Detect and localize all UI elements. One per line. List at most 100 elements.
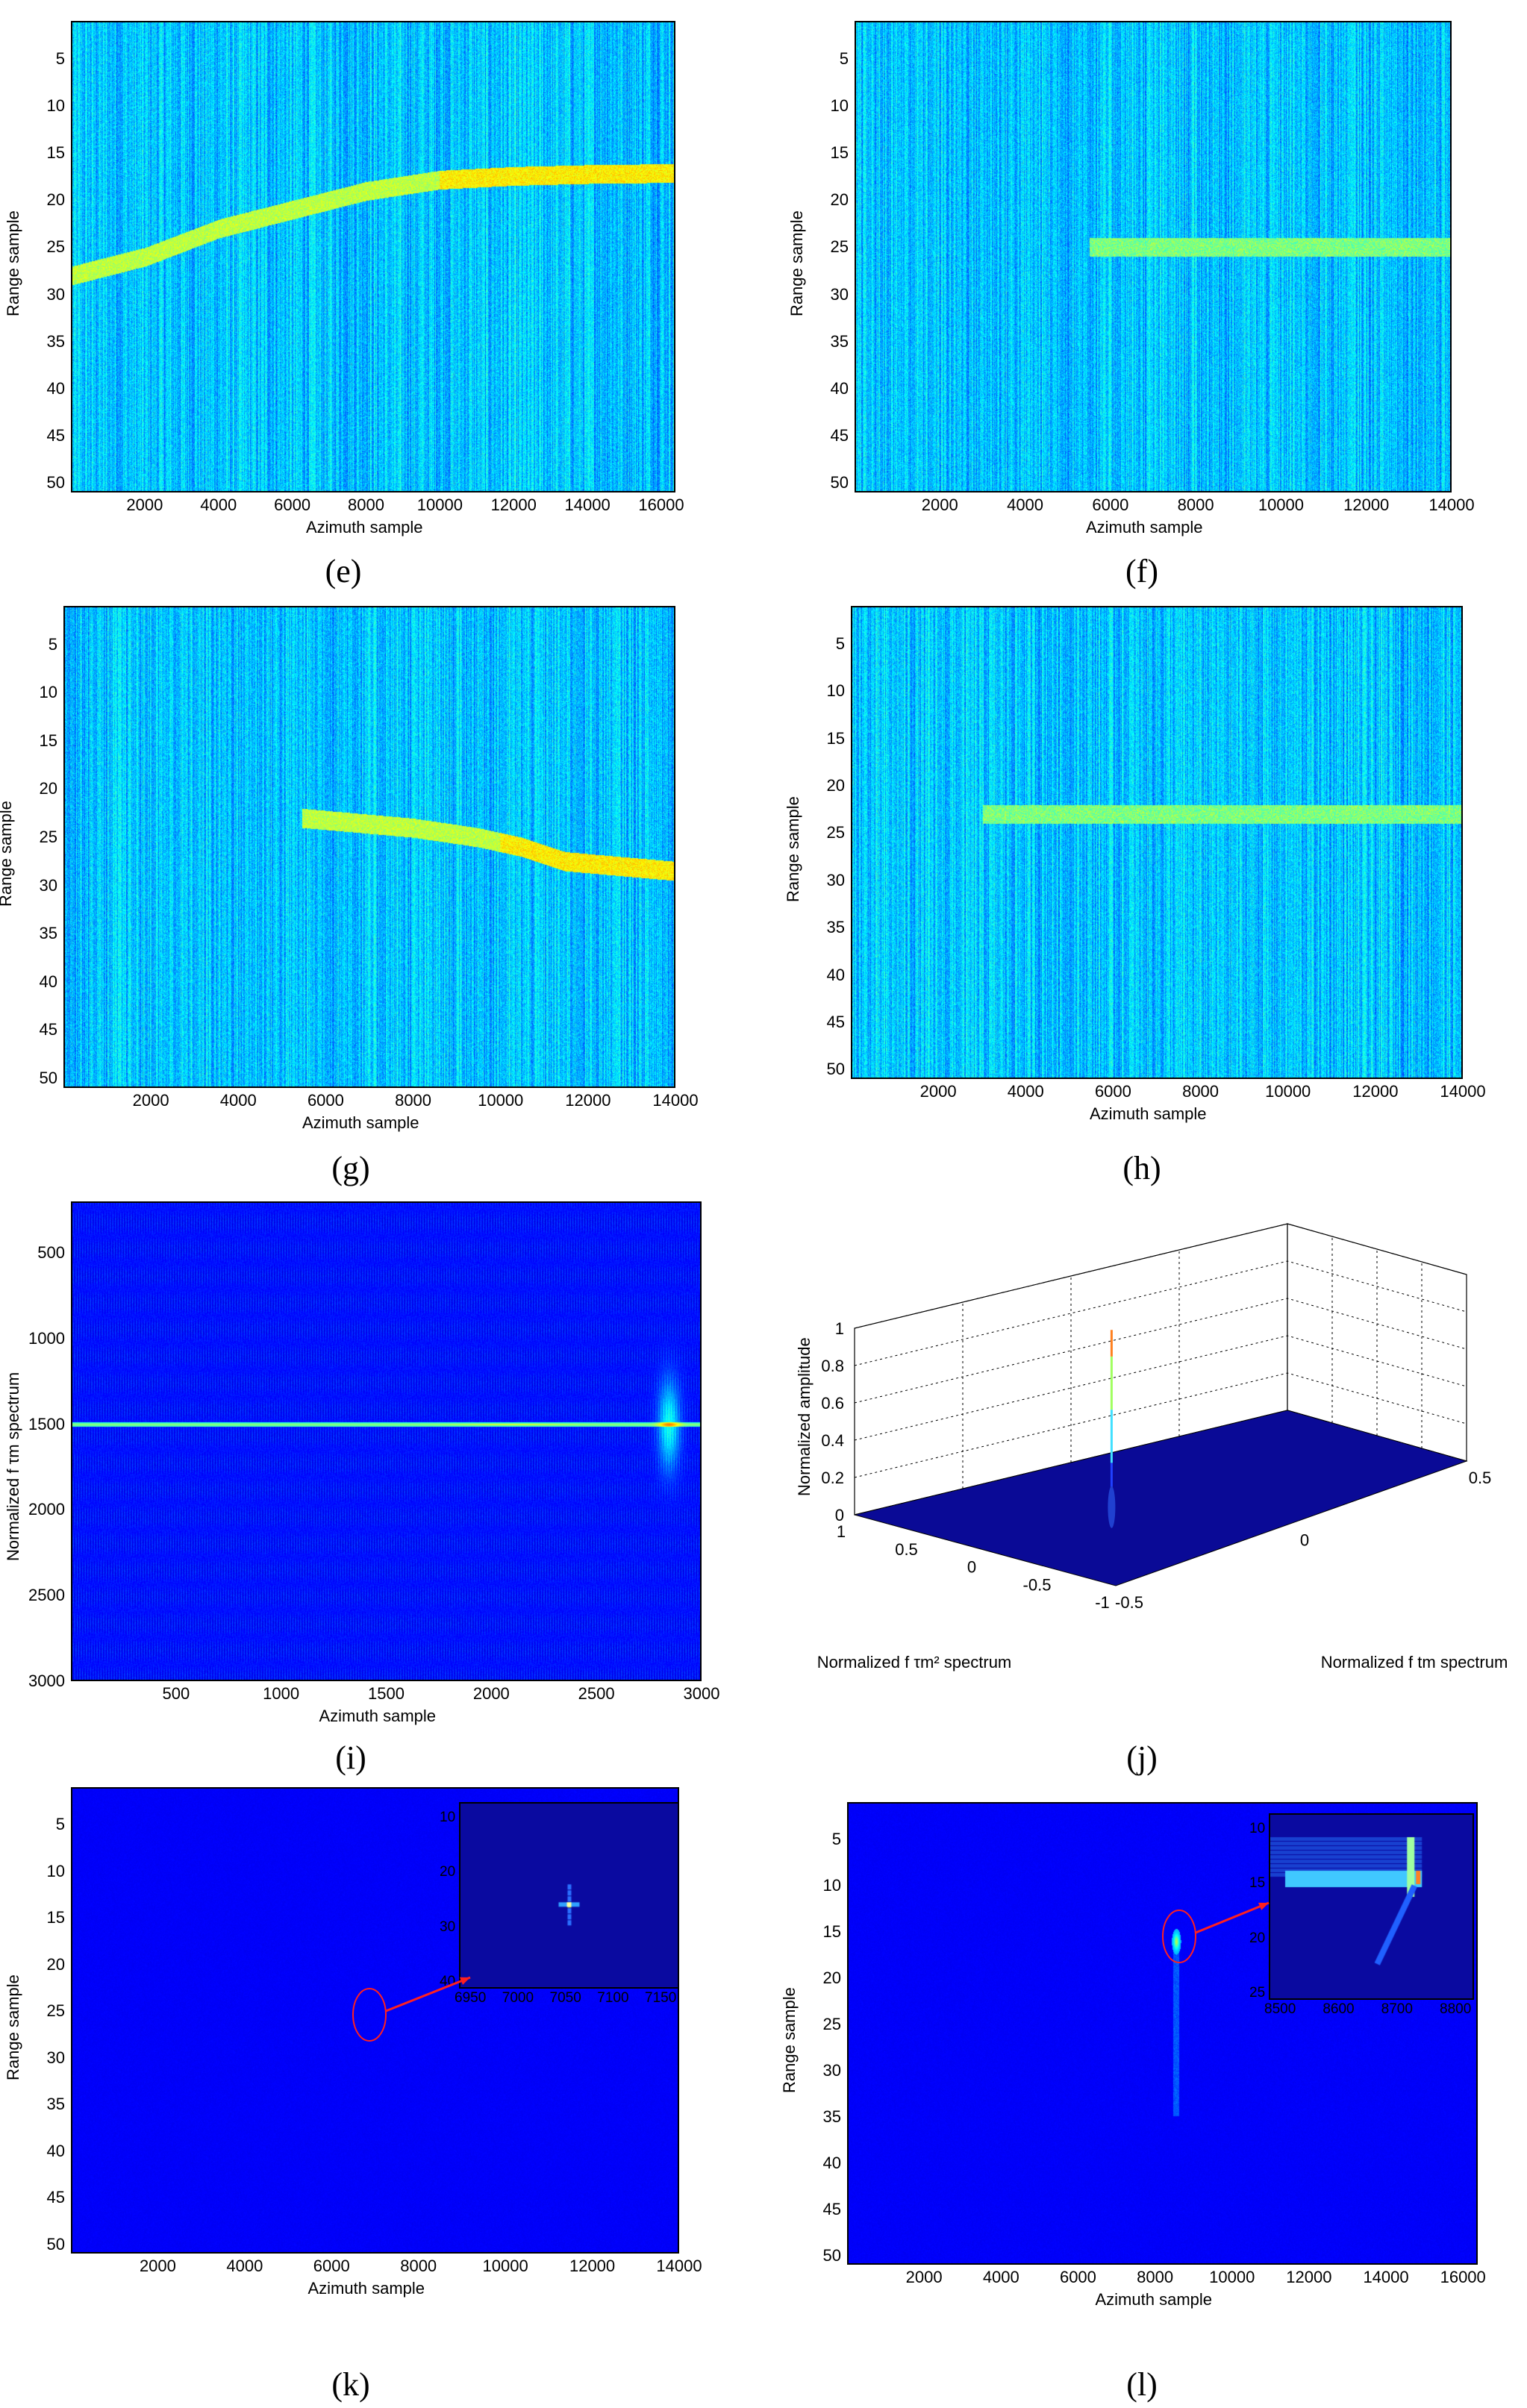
x-tick-label: 14000	[1363, 2268, 1409, 2286]
y-tick-label: 30	[826, 870, 845, 889]
y-tick-label: 35	[46, 331, 65, 351]
y-axis-label: Normalized f τm spectrum	[4, 1372, 22, 1561]
heatmap-plot-area	[71, 21, 675, 492]
inset-y-tick: 10	[1249, 1821, 1266, 1836]
inset-y-tick: 40	[440, 1974, 456, 1989]
y-tick-label: 35	[822, 2107, 841, 2126]
z-grid-line	[854, 1260, 1467, 1366]
x-axis-label: Azimuth sample	[1086, 518, 1203, 537]
x-tick-label: 14000	[564, 495, 611, 514]
y-tick-label: 20	[46, 190, 65, 210]
y-tick-label: 50	[46, 2234, 65, 2254]
inset-x-tick: 7150	[645, 1990, 677, 2006]
x-tick-label: 10000	[478, 1091, 524, 1110]
x-tick-label: 14000	[1440, 1082, 1486, 1101]
y-tick-label: 50	[822, 2245, 841, 2265]
y-axis-label: Range sample	[784, 796, 802, 902]
x-tick-label: 4000	[226, 2257, 263, 2275]
y-tick-label: 10	[826, 681, 845, 701]
y-tick-label: 10	[822, 1875, 841, 1895]
x-tick-label: 4000	[219, 1091, 257, 1110]
x-axis-label: Azimuth sample	[306, 518, 423, 537]
y-tick-label: 25	[39, 828, 57, 847]
y-tick-label: 500	[37, 1242, 65, 1262]
inset-y-tick: 15	[1249, 1875, 1266, 1892]
x-tick-label: 2500	[578, 1684, 615, 1703]
heatmap-canvas	[856, 22, 1450, 491]
x-tick-label: 2000	[919, 1082, 957, 1101]
x-tick-label: 6000	[1092, 495, 1129, 514]
x-tick-label: 6000	[313, 2257, 350, 2275]
z-grid-line	[854, 1372, 1467, 1478]
x-tick-label: 14000	[652, 1091, 699, 1110]
y-tick-label: 5	[55, 49, 65, 68]
heatmap-canvas	[65, 607, 674, 1086]
y-tick-label: 5	[48, 634, 57, 654]
y-axis-label: Range sample	[780, 1987, 799, 2093]
y-tick-label: 40	[822, 2153, 841, 2172]
x-tick-label: 2000	[472, 1684, 510, 1703]
y-tick-label: 1000	[28, 1328, 65, 1348]
y-tick-label: 20	[39, 779, 57, 798]
inset-y-tick: 10	[440, 1810, 456, 1825]
x-tick-label: 1000	[263, 1684, 300, 1703]
y-tick-label: 2500	[28, 1586, 65, 1605]
heatmap-canvas	[72, 22, 674, 491]
x-tick-label: 0	[967, 1558, 976, 1577]
y-tick-label: 50	[46, 473, 65, 492]
y-axis-label: Normalized f tm spectrum	[1321, 1653, 1508, 1671]
x-tick-label: 4000	[1007, 1082, 1044, 1101]
y-tick-label: 10	[39, 683, 57, 702]
panel-caption: (h)	[1122, 1150, 1161, 1186]
x-axis-label: Azimuth sample	[307, 2279, 425, 2298]
panel-caption: (j)	[1126, 1739, 1158, 1776]
y-tick-label: 25	[830, 237, 849, 257]
y-tick-label: 30	[46, 284, 65, 304]
heatmap-plot-area	[63, 606, 675, 1088]
x-tick-label: 2000	[126, 495, 163, 514]
heatmap-plot-area	[855, 21, 1452, 492]
y-tick-label: 30	[830, 284, 849, 304]
y-tick-label: 45	[822, 2199, 841, 2218]
x-tick-label: 6000	[1059, 2268, 1096, 2286]
y-tick-label: 10	[830, 96, 849, 115]
y-tick-label: 3000	[28, 1671, 65, 1690]
heatmap-canvas	[852, 607, 1461, 1078]
y-tick-label: 5	[839, 49, 849, 68]
z-grid-line	[854, 1298, 1467, 1404]
y-tick-label: 40	[46, 378, 65, 398]
x-tick-label: 10000	[1209, 2268, 1255, 2286]
x-tick-label: 8000	[1177, 495, 1214, 514]
y-tick-label: 30	[39, 875, 57, 895]
x-tick-label: 10000	[416, 495, 463, 514]
x-tick-label: 12000	[1286, 2268, 1332, 2286]
x-tick-label: 14000	[1428, 495, 1475, 514]
y-axis-label: Range sample	[4, 210, 22, 316]
inset-x-tick: 8500	[1264, 2001, 1296, 2017]
z-tick-label: 0	[835, 1506, 844, 1524]
y-tick-label: 40	[39, 972, 57, 991]
x-tick-label: 2000	[132, 1091, 169, 1110]
surface-plot: 0 0.2 0.4 0.6 0.8 1 1 0.5 0 -0.5 -1 -0.5 0 0.5 Normali…	[795, 1223, 1508, 1671]
x-tick-label: 6000	[307, 1091, 344, 1110]
x-tick-label: 6000	[1094, 1082, 1131, 1101]
x-tick-label: 12000	[1352, 1082, 1399, 1101]
y-tick-label: 40	[826, 965, 845, 984]
y-tick-label: 45	[46, 2188, 65, 2207]
y-tick-label: 15	[46, 1908, 65, 1927]
x-tick-label: 4000	[200, 495, 237, 514]
inset-x-tick: 8600	[1323, 2001, 1355, 2017]
y-tick-label: 0.5	[1469, 1469, 1492, 1487]
inset-x-tick: 7100	[597, 1990, 629, 2006]
z-tick-label: 0.4	[821, 1431, 844, 1450]
y-tick-label: 2000	[28, 1500, 65, 1519]
y-tick-label: 5	[55, 1815, 65, 1833]
x-axis-label: Azimuth sample	[1095, 2290, 1213, 2309]
y-tick-label: 45	[830, 426, 849, 445]
inset-x-tick: 8700	[1381, 2001, 1413, 2017]
y-tick-label: 40	[46, 2141, 65, 2160]
x-tick-label: 2000	[905, 2268, 943, 2286]
x-tick-label: 10000	[482, 2257, 528, 2275]
x-tick-label: 4000	[982, 2268, 1019, 2286]
x-tick-label: 16000	[638, 495, 684, 514]
